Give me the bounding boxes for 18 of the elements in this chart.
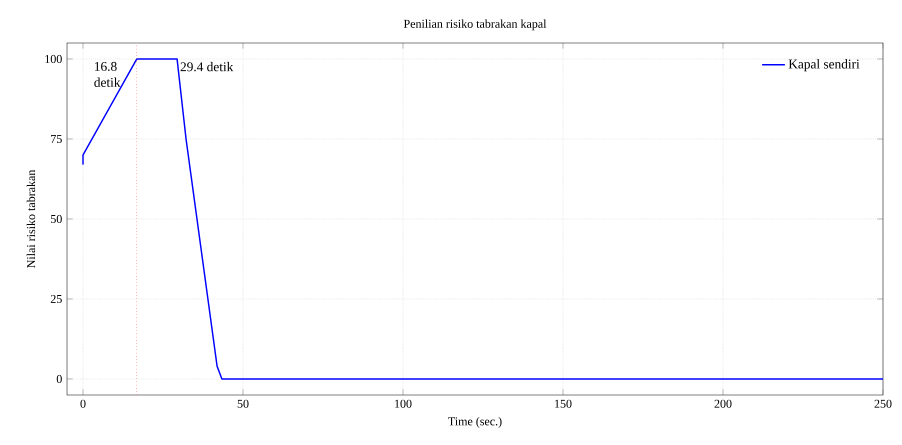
- x-tick-label: 250: [874, 400, 892, 408]
- x-tick-label: 200: [714, 400, 732, 408]
- y-tick-label: 25: [50, 294, 62, 304]
- y-axis-title: Nilai risiko tabrakan: [26, 170, 36, 268]
- legend-label: Kapal sendiri: [788, 59, 860, 72]
- annotation: 29.4 detik: [180, 62, 234, 72]
- chart-title: Penilian risiko tabrakan kapal: [404, 19, 546, 30]
- y-tick-label: 0: [56, 374, 62, 384]
- x-tick-label: 0: [80, 400, 86, 408]
- y-tick-label: 100: [45, 54, 62, 64]
- x-tick-label: 100: [395, 400, 412, 408]
- annotation: 16.8 detik: [94, 62, 121, 87]
- line-series: [82, 58, 883, 380]
- y-tick-label: 75: [51, 134, 62, 143]
- y-tick-label: 50: [50, 214, 62, 224]
- x-tick-label: 150: [555, 400, 572, 408]
- x-axis-title: Time (sec.): [448, 416, 502, 428]
- x-tick-label: 50: [238, 400, 249, 408]
